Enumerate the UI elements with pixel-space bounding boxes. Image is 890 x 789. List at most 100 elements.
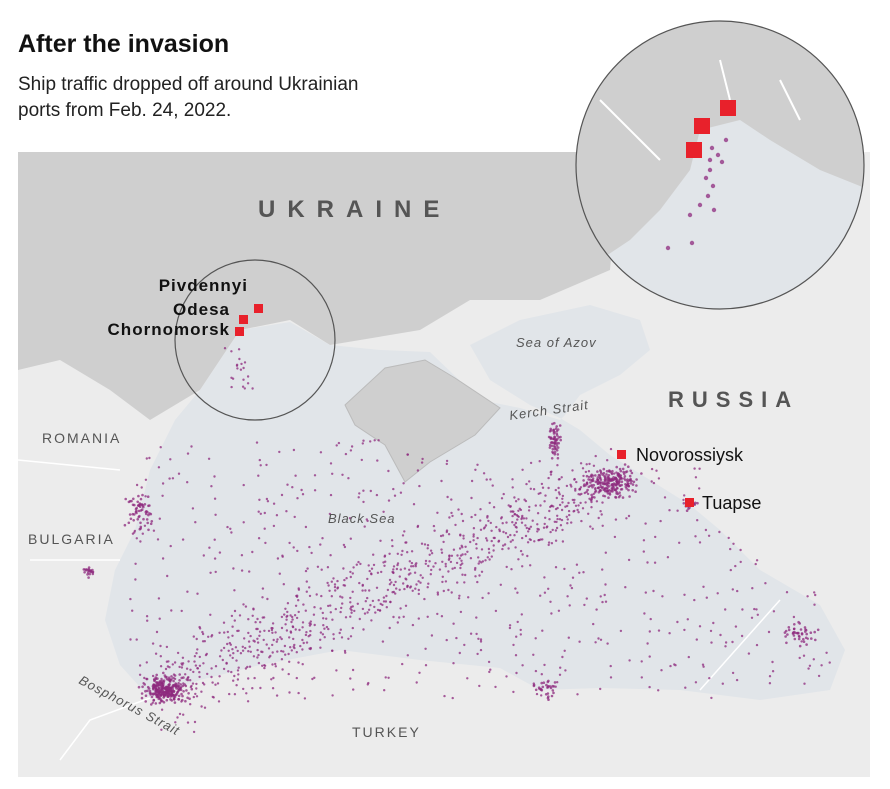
ship-dot: [620, 480, 624, 484]
ship-dot: [325, 625, 329, 629]
ship-dot: [383, 564, 386, 567]
ship-dot: [606, 642, 609, 645]
ship-dot: [703, 175, 709, 181]
ship-dot: [654, 535, 657, 539]
ship-dot: [609, 676, 613, 679]
ship-dot: [194, 692, 197, 696]
ship-dot: [184, 673, 187, 676]
ship-dot: [635, 484, 638, 487]
ship-dot: [606, 487, 609, 491]
ship-dot: [373, 605, 376, 609]
subtitle: Ship traffic dropped off around Ukrainia…: [18, 74, 359, 121]
ship-dot: [480, 570, 484, 573]
ship-dot: [547, 476, 550, 480]
ship-dot: [334, 589, 337, 592]
ship-dot: [165, 693, 169, 696]
ship-dot: [719, 633, 722, 637]
ship-dot: [554, 685, 557, 688]
ship-dot: [561, 501, 564, 504]
ship-dot: [764, 582, 767, 585]
ship-dot: [370, 619, 373, 622]
ship-dot: [570, 521, 573, 524]
ship-dot: [606, 459, 609, 462]
ship-dot: [398, 588, 401, 591]
ship-dot: [150, 703, 153, 706]
ship-dot: [384, 600, 388, 603]
ship-dot: [526, 541, 530, 544]
ship-dot: [364, 589, 367, 592]
ship-dot: [571, 469, 574, 472]
ship-dot: [351, 605, 354, 608]
ship-dot: [596, 478, 599, 482]
ship-dot: [534, 637, 537, 640]
ship-dot: [336, 586, 340, 589]
ship-dot: [448, 555, 451, 558]
ship-dot: [265, 497, 269, 501]
ship-dot: [596, 486, 600, 490]
ship-dot: [222, 621, 226, 624]
ship-dot: [450, 554, 454, 557]
ship-dot: [420, 461, 424, 464]
ship-dot: [313, 474, 317, 477]
ship-dot: [129, 597, 132, 601]
ship-dot: [403, 587, 406, 591]
ship-dot: [793, 623, 796, 626]
ship-dot: [387, 469, 390, 473]
ship-dot: [189, 668, 192, 671]
ship-dot: [319, 543, 322, 546]
ship-dot: [153, 678, 156, 682]
ship-dot: [476, 652, 479, 656]
ship-dot: [135, 483, 139, 487]
ship-dot: [152, 529, 156, 532]
ship-dot: [295, 676, 298, 680]
ship-dot: [151, 674, 155, 678]
ship-dot: [279, 636, 282, 639]
ship-dot: [564, 505, 567, 508]
ship-dot: [246, 375, 250, 378]
ship-dot: [628, 659, 631, 662]
ship-dot: [349, 537, 352, 540]
ship-dot: [489, 521, 492, 525]
ship-dot: [621, 496, 625, 499]
ship-dot: [170, 691, 173, 695]
ship-dot: [261, 587, 265, 590]
ship-dot: [241, 649, 245, 652]
ship-dot: [501, 522, 504, 525]
ship-dot: [328, 589, 331, 592]
ship-dot: [392, 487, 395, 491]
ship-dot: [642, 550, 645, 553]
ship-dot: [485, 478, 488, 481]
ship-dot: [351, 590, 354, 593]
ship-dot: [515, 526, 518, 529]
ship-dot: [432, 524, 436, 528]
ship-dot: [591, 479, 594, 483]
ship-dot: [606, 492, 610, 495]
ship-dot: [485, 539, 489, 542]
ship-dot: [191, 682, 195, 685]
ship-dot: [457, 508, 460, 511]
ship-dot: [423, 543, 427, 546]
ship-dot: [169, 544, 172, 548]
ship-dot: [138, 514, 141, 518]
ship-dot: [646, 561, 649, 564]
ship-dot: [600, 486, 604, 490]
ship-dot: [242, 366, 245, 370]
ship-dot: [707, 167, 713, 173]
ship-dot: [552, 444, 556, 448]
ship-dot: [511, 521, 514, 524]
ship-dot: [161, 494, 164, 497]
ship-dot: [731, 588, 734, 591]
ship-dot: [426, 615, 429, 618]
ship-dot: [339, 628, 342, 631]
ship-dot: [469, 557, 473, 560]
ship-dot: [510, 568, 513, 571]
ship-dot: [343, 545, 347, 549]
ship-dot: [488, 670, 491, 674]
ship-dot: [227, 670, 230, 673]
ship-dot: [343, 578, 346, 582]
ship-dot: [578, 488, 581, 491]
ship-dot: [694, 535, 697, 538]
ship-dot: [429, 549, 433, 552]
ship-dot: [280, 637, 283, 641]
ship-dot: [669, 664, 672, 668]
